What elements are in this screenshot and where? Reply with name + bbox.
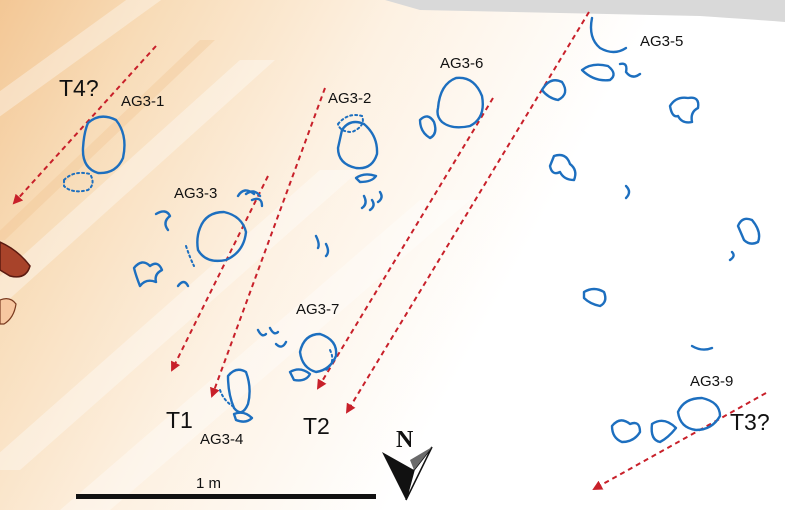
footprint-right-3-mark [728,250,735,262]
footprint-right-3 [736,217,761,245]
footprint-ag3-5-mark [618,62,642,78]
footprints [63,16,761,444]
footprint-ag3-4-toe [232,411,254,423]
north-arrow-wing [410,447,432,470]
label-ag3-7: AG3-7 [296,301,339,318]
footprint-ag3-3-heel [132,261,164,288]
footprint-ag3-3-toes [236,189,264,208]
left-edge-fragment [0,241,31,325]
label-ag3-9: AG3-9 [690,373,733,390]
footprint-ag3-3-mark [176,280,190,288]
footprint-mark-4 [624,184,631,200]
footprint-ag3-4-partial [219,389,237,409]
top-shadow [385,0,785,22]
footprint-ag3-5-side [540,79,567,102]
footprint-ag3-2-toe [354,173,378,184]
trackway-arrow-t3 [592,392,767,490]
scale-bar-line [76,494,376,499]
footprint-ag3-7-toe [288,368,312,382]
footprint-mark-1 [314,234,330,258]
label-ag3-6: AG3-6 [440,55,483,72]
trackway-arrow-t2b [345,11,590,414]
trackway-arrow-t1b [210,87,326,398]
label-ag3-4: AG3-4 [200,431,243,448]
label-ag3-5: AG3-5 [640,33,683,50]
trackway-arrow-t2a [316,97,494,390]
trackway-arrow-t1a [171,175,269,372]
footprint-right-1 [668,96,700,124]
footprint-ag3-9 [676,396,722,432]
footprint-ag3-3-partial [185,245,195,267]
north-arrow: N [382,427,433,501]
footprint-ag3-7-partial [325,349,334,371]
footprint-ag3-9-toe-a [610,419,642,444]
footprint-ag3-1 [81,115,126,175]
label-t2: T2 [303,413,330,439]
footprint-ag3-7 [298,332,338,374]
footprint-mark-5 [690,344,714,351]
label-ag3-3: AG3-3 [174,185,217,202]
footprint-right-2 [548,153,577,182]
footprint-ag3-9-toe-b [650,419,678,444]
footprint-ag3-6-heel [418,115,437,140]
footprint-ag3-6 [436,76,484,129]
north-arrow-dark [382,452,414,500]
label-ag3-2: AG3-2 [328,90,371,107]
footprint-ag3-2-partial [336,114,364,134]
footprint-ag3-3 [196,210,248,263]
label-t1: T1 [166,407,193,433]
north-label: N [396,427,414,453]
footprint-ag3-3-side [154,210,172,232]
label-t4: T4? [59,75,99,101]
footprint-ag3-2-marks [360,190,383,212]
footprint-right-4 [582,287,607,308]
footprint-mark-3 [274,340,288,348]
footprint-ag3-1-partial [63,171,94,193]
scale-bar-label: 1 m [196,475,221,492]
scale-bar: 1 m [76,475,376,499]
footprint-ag3-5-toe [580,63,615,82]
label-ag3-1: AG3-1 [121,93,164,110]
footprint-ag3-5 [589,16,628,54]
background-bands [0,40,215,240]
footprint-ag3-4 [226,368,251,414]
trackway-arrows [12,11,767,490]
footprint-ag3-2 [336,120,379,170]
footprint-mark-2 [256,326,280,337]
label-t3: T3? [730,409,770,435]
